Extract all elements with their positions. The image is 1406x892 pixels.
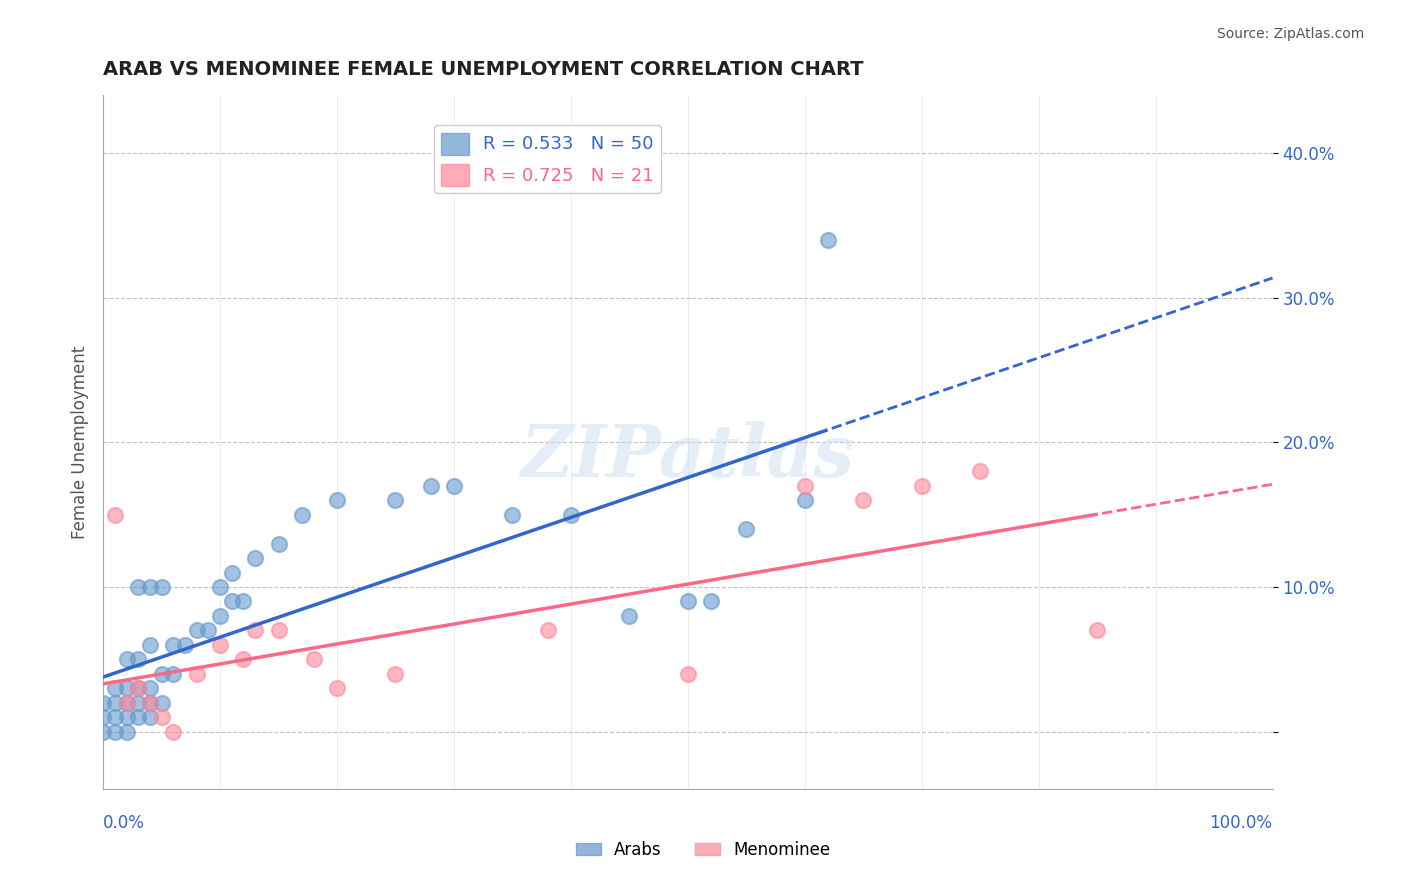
Point [209, 608, 232, 623]
Legend: Arabs, Menominee: Arabs, Menominee [569, 835, 837, 866]
Point [1085, 624, 1108, 638]
Point [139, 696, 162, 710]
Point [536, 624, 558, 638]
Point [139, 638, 162, 652]
Point [793, 479, 815, 493]
Point [209, 638, 232, 652]
Point [221, 594, 243, 608]
Point [676, 666, 699, 681]
Point [326, 493, 349, 508]
Point [150, 666, 173, 681]
Point [443, 479, 465, 493]
Point [91, 696, 114, 710]
Point [91, 710, 114, 724]
Point [115, 696, 138, 710]
Point [127, 710, 149, 724]
Point [139, 696, 162, 710]
Point [560, 508, 582, 522]
Point [150, 710, 173, 724]
Point [267, 536, 290, 550]
Point [174, 638, 197, 652]
Text: Source: ZipAtlas.com: Source: ZipAtlas.com [1216, 27, 1364, 41]
Point [127, 681, 149, 696]
Y-axis label: Female Unemployment: Female Unemployment [72, 346, 89, 539]
Point [302, 652, 325, 666]
Point [735, 522, 758, 536]
Point [150, 696, 173, 710]
Point [162, 638, 184, 652]
Point [384, 493, 406, 508]
Point [104, 724, 127, 739]
Point [291, 508, 314, 522]
Point [243, 551, 266, 566]
Point [619, 608, 641, 623]
Point [852, 493, 875, 508]
Point [243, 624, 266, 638]
Point [911, 479, 934, 493]
Point [91, 724, 114, 739]
Text: 100.0%: 100.0% [1209, 814, 1272, 832]
Point [676, 594, 699, 608]
Point [197, 624, 219, 638]
Point [186, 624, 208, 638]
Text: ZIPatlas: ZIPatlas [520, 421, 855, 491]
Point [139, 710, 162, 724]
Point [793, 493, 815, 508]
Point [232, 652, 254, 666]
Point [127, 681, 149, 696]
Point [150, 580, 173, 594]
Point [104, 681, 127, 696]
Point [127, 652, 149, 666]
Text: ARAB VS MENOMINEE FEMALE UNEMPLOYMENT CORRELATION CHART: ARAB VS MENOMINEE FEMALE UNEMPLOYMENT CO… [103, 60, 863, 78]
Point [384, 666, 406, 681]
Point [115, 710, 138, 724]
Point [127, 580, 149, 594]
Point [326, 681, 349, 696]
Point [115, 681, 138, 696]
Point [186, 666, 208, 681]
Point [700, 594, 723, 608]
Point [501, 508, 523, 522]
Point [115, 696, 138, 710]
Point [162, 724, 184, 739]
Point [419, 479, 441, 493]
Point [104, 508, 127, 522]
Point [115, 652, 138, 666]
Point [221, 566, 243, 580]
Point [139, 580, 162, 594]
Text: 0.0%: 0.0% [103, 814, 145, 832]
Legend: R = 0.533   N = 50, R = 0.725   N = 21: R = 0.533 N = 50, R = 0.725 N = 21 [434, 125, 661, 193]
Point [115, 724, 138, 739]
Point [267, 624, 290, 638]
Point [104, 696, 127, 710]
Point [232, 594, 254, 608]
Point [139, 681, 162, 696]
Point [209, 580, 232, 594]
Point [969, 464, 991, 478]
Point [817, 233, 839, 247]
Point [162, 666, 184, 681]
Point [104, 710, 127, 724]
Point [127, 696, 149, 710]
